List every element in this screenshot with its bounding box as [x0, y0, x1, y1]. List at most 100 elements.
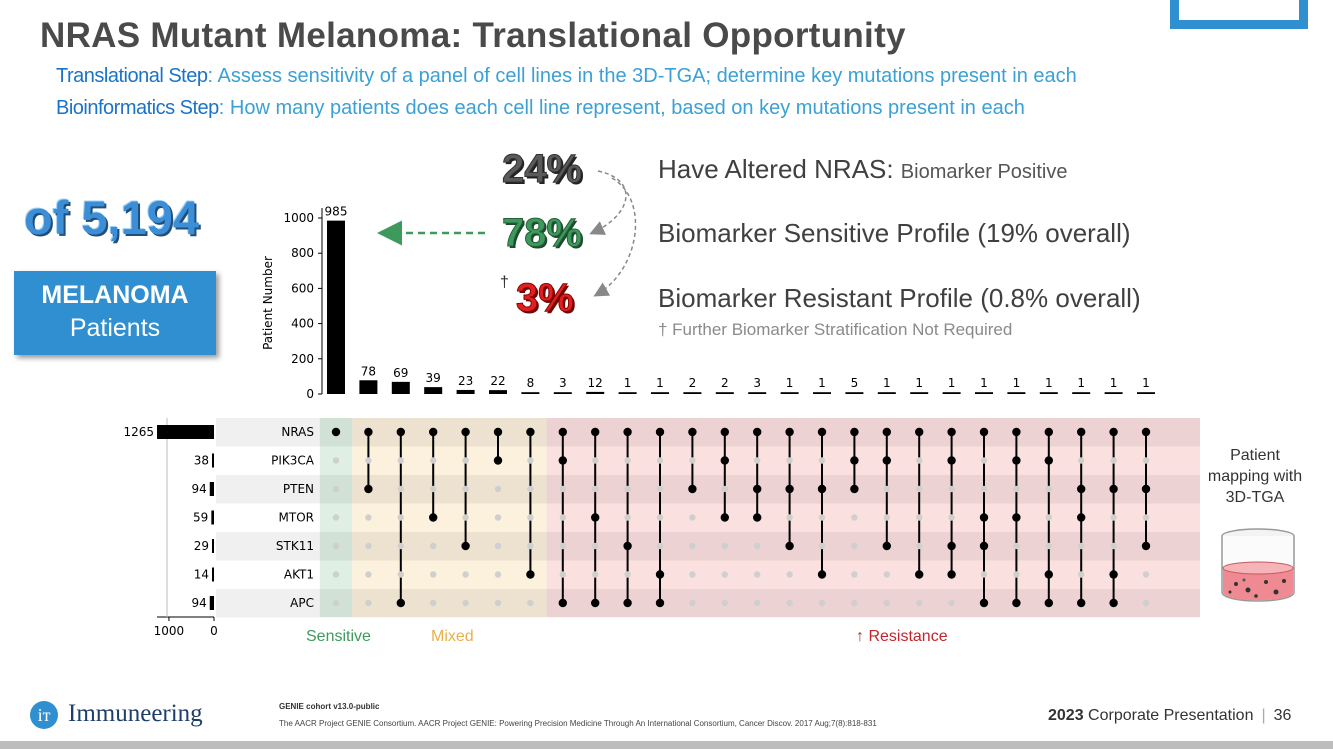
membership-dot-empty [430, 457, 437, 464]
membership-dot-filled [1044, 427, 1054, 437]
group-label-sensitive: Sensitive [306, 628, 371, 645]
membership-matrix [331, 427, 1151, 608]
membership-dot-empty [689, 457, 696, 464]
set-size-label: 38 [194, 454, 209, 468]
bar-value-label: 5 [851, 376, 859, 390]
membership-dot-empty [1142, 599, 1150, 607]
membership-dot-filled [947, 427, 956, 437]
set-tick-label: 1000 [154, 624, 185, 638]
membership-dot-empty [883, 485, 890, 493]
membership-dot-filled [331, 427, 341, 437]
membership-dot-empty [494, 599, 502, 607]
y-tick-label: 0 [306, 387, 314, 401]
membership-dot-empty [1110, 542, 1117, 550]
membership-dot-empty [430, 571, 437, 578]
membership-dot-empty [1013, 485, 1020, 493]
pct-altered: 24% [501, 147, 583, 192]
set-size-label: 1265 [123, 425, 154, 439]
membership-dot-empty [527, 485, 534, 493]
membership-dot-filled [1077, 598, 1086, 608]
y-tick-label: 1000 [283, 211, 314, 225]
membership-dot-empty [883, 571, 890, 578]
membership-dot-empty [786, 514, 793, 521]
page-number: 36 [1273, 707, 1292, 724]
membership-dot-empty [721, 599, 728, 607]
set-size-bar [209, 596, 214, 610]
membership-dot-empty [1045, 514, 1053, 521]
membership-dot-empty [365, 457, 372, 464]
membership-dot-empty [559, 514, 566, 521]
set-size-label: 14 [194, 568, 209, 582]
bar-value-label: 1 [883, 376, 891, 390]
membership-dot-filled [785, 484, 794, 494]
company-logo: iт Immuneering [30, 700, 203, 730]
y-tick-label: 800 [291, 246, 314, 260]
intersection-bar [327, 220, 345, 394]
membership-dot-filled [1109, 484, 1118, 494]
set-label: PTEN [283, 482, 314, 496]
intersection-bar [910, 392, 929, 394]
intersection-bar [489, 390, 507, 394]
membership-dot-filled [817, 484, 827, 494]
set-size-bar [157, 425, 214, 439]
membership-dot-empty [397, 571, 404, 578]
membership-dot-filled [1012, 598, 1021, 608]
membership-dot-empty [592, 457, 599, 464]
membership-dot-empty [332, 571, 340, 578]
membership-dot-filled [753, 427, 762, 437]
membership-dot-empty [592, 571, 599, 578]
set-label: PIK3CA [271, 454, 315, 468]
membership-dot-filled [915, 570, 924, 579]
membership-dot-filled [655, 570, 665, 579]
membership-dot-filled [429, 513, 438, 522]
membership-dot-empty [527, 599, 534, 607]
membership-dot-empty [689, 599, 696, 607]
membership-dot-empty [559, 485, 566, 493]
set-size-bar [212, 567, 214, 582]
membership-dot-empty [980, 485, 988, 493]
membership-dot-filled [979, 598, 989, 608]
stmt-altered: Have Altered NRAS: Biomarker Positive [658, 154, 1068, 185]
intersection-bar [715, 392, 734, 394]
membership-dot-empty [1142, 457, 1150, 464]
membership-dot-empty [851, 542, 858, 550]
bar-value-label: 12 [588, 376, 603, 390]
bar-value-label: 2 [721, 376, 729, 390]
citation-body: The AACR Project GENIE Consortium. AACR … [279, 719, 877, 728]
membership-dot-filled [850, 484, 859, 494]
membership-dot-empty [365, 542, 372, 550]
membership-dot-empty [397, 542, 404, 550]
membership-dot-empty [916, 485, 923, 493]
membership-dot-empty [1078, 571, 1085, 578]
membership-dot-filled [947, 456, 956, 465]
melanoma-box: MELANOMA Patients [14, 271, 216, 355]
membership-dot-filled [1044, 570, 1054, 579]
membership-dot-empty [1110, 514, 1117, 521]
membership-dot-filled [947, 570, 956, 579]
page-title: NRAS Mutant Melanoma: Translational Oppo… [40, 16, 906, 55]
membership-dot-filled [753, 484, 762, 494]
stmt-sensitive: Biomarker Sensitive Profile (19% overall… [658, 218, 1131, 248]
membership-dot-empty [721, 485, 728, 493]
membership-dot-empty [559, 542, 566, 550]
bar-value-label: 1 [1142, 376, 1150, 390]
intersection-bar [359, 380, 378, 394]
membership-dot-filled [850, 456, 859, 465]
petri-dish-icon [1221, 528, 1295, 602]
set-label: AKT1 [284, 568, 314, 582]
intersection-bar [618, 392, 637, 394]
membership-dot-filled [1077, 513, 1086, 522]
set-size-bars: 1000 0 1265 38 94 59 29 14 94 [123, 418, 218, 638]
membership-dot-filled [1141, 484, 1151, 494]
membership-dot-empty [948, 485, 955, 493]
membership-dot-filled [461, 541, 470, 551]
intersection-bar [748, 392, 767, 394]
membership-dot-empty [624, 457, 631, 464]
membership-dot-empty [1142, 514, 1150, 521]
membership-dot-filled [558, 598, 567, 608]
intersection-bar [586, 391, 605, 394]
membership-dot-filled [817, 570, 827, 579]
